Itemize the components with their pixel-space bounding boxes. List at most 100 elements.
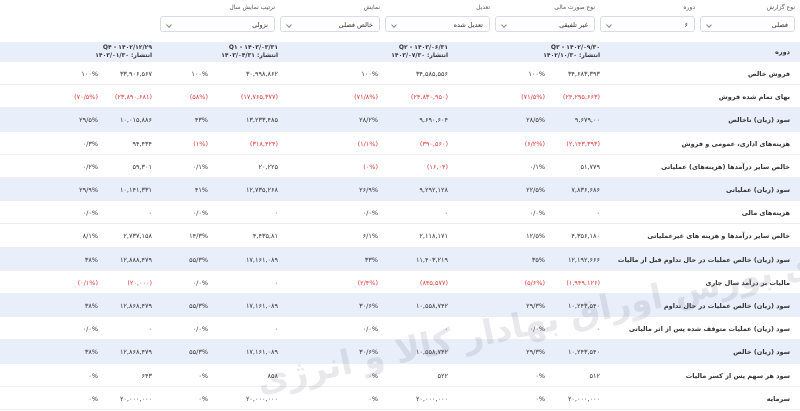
cell-value: ۲۰,۰۰۰,۰۰۰: [415, 394, 448, 403]
cell-value: (۱,۹۴۹,۱۲۶): [566, 278, 600, 287]
cell-percent: ۰%: [535, 371, 545, 380]
table-row: سود (زیان) خالص ۱۰,۲۴۳,۵۴۰ ۲۹/۳% ۱۰,۵۵۸,۷۴۲…: [0, 340, 800, 364]
cell-percent: (۵۸%): [189, 93, 208, 102]
cell-value: ۹,۲۹۲,۱۲۸: [419, 186, 448, 194]
filter-select[interactable]: ۶: [600, 16, 695, 32]
cell-value: ۱۰,۲۴۳,۵۴۰: [567, 302, 600, 310]
row-label: خالص سایر درآمدها (هزینه‌های) عملیاتی: [661, 162, 790, 171]
cell-percent: ۳۳%: [364, 255, 378, 264]
cell-percent: ۰/۰%: [192, 209, 208, 218]
cell-percent: ۰%: [88, 394, 98, 403]
table-row: سود (زیان) عملیات متوقف شده پس از اثر ما…: [0, 317, 800, 341]
cell-value: ۰: [596, 209, 601, 218]
filter-label: نوع صورت مالی: [554, 4, 595, 11]
cell-percent: (۰/۱%): [77, 278, 98, 287]
cell-percent: ۳۸%: [84, 302, 98, 310]
cell-value: (۲۰,۰۰۰): [127, 278, 152, 287]
cell-percent: ۳۸%: [84, 255, 98, 264]
cell-percent: ۰%: [198, 394, 208, 403]
cell-percent: ۰/۰%: [192, 278, 208, 287]
cell-percent: ۲۹/۳%: [526, 348, 545, 357]
cell-percent: ۵۵/۳%: [189, 302, 208, 310]
cell-value: ۲,۷۳۷,۱۵۸: [123, 232, 152, 241]
cell-percent: ۰/۰%: [362, 325, 378, 334]
row-label: بهای تمام شده فروش: [718, 93, 790, 102]
cell-percent: (۱/۱%): [357, 139, 378, 148]
cell-percent: ۸/۱%: [82, 232, 98, 241]
cell-value: (۲۴,۲۹۵,۶۶۳): [562, 93, 600, 102]
cell-value: (۳۹۰,۵۶۰): [419, 139, 448, 148]
cell-percent: (۷۱/۸%): [354, 93, 378, 102]
table-row: هزینه‌های مالی ۰ ۰/۰% ۰ ۰/۰% ۰ ۰/۰% ۰ ۰/۰%: [0, 201, 800, 225]
table-row: سرمایه ۲۰,۰۰۰,۰۰۰ ۰% ۲۰,۰۰۰,۰۰۰ ۰% ۲۰,۰۰۰,۰۰۰…: [0, 387, 800, 410]
table-row: خالص سایر درآمدها و هزینه های غیرعملیاتی…: [0, 224, 800, 248]
cell-percent: ۵۵/۳%: [189, 255, 208, 264]
table-row: فروش خالص ۳۴,۶۸۳,۳۹۳ ۱۰۰% ۳۴,۵۸۵,۵۵۶ ۱۰۰% ۳۰,…: [0, 62, 800, 86]
filter-label: ترتیب نمایش سال: [229, 4, 275, 11]
filter-select[interactable]: فصلی: [700, 16, 795, 32]
cell-value: ۰: [274, 325, 279, 334]
row-label: هزینه‌های مالی: [741, 209, 790, 218]
filter-select[interactable]: خالص فصلی: [280, 16, 380, 32]
cell-percent: ۲۹/۹%: [79, 186, 98, 194]
cell-percent: ۳۰/۶%: [359, 348, 378, 357]
column-published: انتشار: ۱۴۰۳/۰۷/۳۰: [391, 52, 448, 59]
cell-value: (۳۱۸,۴۲۴): [249, 139, 278, 148]
cell-value: ۳۴,۵۸۵,۵۵۶: [415, 70, 448, 78]
cell-value: ۱۰,۲۴۳,۵۴۰: [567, 348, 600, 357]
cell-value: ۵۲۲: [437, 371, 448, 380]
cell-percent: ۱۴/۳%: [189, 232, 208, 241]
column-period: Q۱ - ۱۴۰۳/۰۳/۳۱: [228, 44, 278, 51]
cell-value: ۱۲,۸۶۸,۴۷۹: [119, 348, 152, 357]
row-label: خالص سایر درآمدها و هزینه های غیرعملیاتی: [647, 232, 790, 241]
cell-percent: ۰%: [368, 394, 378, 403]
cell-value: ۱۷,۱۶۱,۰۸۹: [245, 255, 278, 264]
cell-value: ۱۰,۰۱۵,۸۸۶: [119, 116, 152, 125]
filter-select[interactable]: غیر تلفیقی: [495, 16, 595, 32]
table-row: سود (زیان) عملیاتی ۷,۸۳۶,۶۸۶ ۲۲/۵% ۹,۲۹۲,۱۲…: [0, 178, 800, 202]
cell-percent: (۲/۴%): [357, 278, 378, 287]
cell-percent: ۰/۰%: [82, 325, 98, 334]
cell-value: ۱۲,۸۶۸,۴۷۹: [119, 302, 152, 310]
cell-percent: ۶/۱%: [362, 232, 378, 241]
cell-percent: ۲۸/۲%: [359, 116, 378, 125]
cell-value: ۱۰,۱۴۱,۳۳۱: [119, 186, 152, 194]
cell-value: ۱۲,۱۹۲,۶۶۶: [567, 255, 600, 264]
cell-value: ۰: [148, 209, 153, 218]
cell-value: ۳۰,۹۹۸,۸۶۲: [245, 70, 278, 78]
filter-select[interactable]: تعدیل شده: [385, 16, 490, 32]
cell-percent: ۲۲/۵%: [526, 186, 545, 194]
cell-value: ۲۰,۰۰۰,۰۰۰: [567, 394, 600, 403]
row-label: سود هر سهم پس از کسر مالیات: [685, 371, 790, 380]
cell-value: ۱۳,۲۳۳,۴۸۵: [245, 116, 278, 125]
filter-select[interactable]: نزولی: [160, 16, 275, 32]
table-header: دوره Q۳ - ۱۴۰۲/۰۹/۳۰ انتشار: ۱۴۰۲/۱۰/۳۰ Q۲ …: [0, 42, 800, 62]
row-label: سرمایه: [766, 394, 790, 403]
cell-percent: (۰%): [363, 162, 378, 171]
table-row: سود (زیان) ناخالص ۹,۶۷۹,۰۰ ۲۸/۵% ۹,۶۹۰,۶۰۴ ۲…: [0, 108, 800, 132]
table-row: مالیات بر درآمد سال جاری (۱,۹۴۹,۱۲۶) (۵/۶%…: [0, 271, 800, 294]
cell-value: ۲,۱۱۸,۱۷۱: [419, 232, 448, 241]
filter-label: نوع گزارش: [766, 4, 795, 11]
cell-value: ۱۰,۵۵۸,۷۴۲: [415, 302, 448, 310]
cell-value: ۵۹,۳۰۱: [132, 162, 152, 171]
table-row: بهای تمام شده فروش (۲۴,۲۹۵,۶۶۳) (۷۱/۵%) (۲۴…: [0, 85, 800, 109]
filter-label: نمایش: [363, 4, 380, 11]
row-label: مالیات بر درآمد سال جاری: [705, 278, 790, 287]
cell-percent: ۰/۰%: [82, 209, 98, 218]
row-label: سود (زیان) عملیات متوقف شده پس از اثر ما…: [628, 325, 790, 334]
row-label: سود (زیان) خالص: [733, 348, 790, 357]
cell-value: ۲۰,۰۰۰,۰۰۰: [245, 394, 278, 403]
cell-percent: (۵/۶%): [524, 278, 545, 287]
cell-value: ۵۱,۷۷۹: [580, 162, 600, 171]
cell-percent: ۳۵%: [531, 255, 545, 264]
row-label: سود (زیان) ناخالص: [728, 116, 790, 125]
cell-value: ۸۵۸: [267, 371, 278, 380]
cell-value: ۰: [444, 209, 449, 218]
cell-percent: ۴۱%: [194, 186, 208, 194]
cell-percent: (۷۱/۵%): [521, 93, 545, 102]
cell-value: ۴,۳۵۶,۱۸۰: [571, 232, 600, 241]
filter-label: تعدیل: [476, 4, 490, 11]
cell-percent: ۰%: [368, 371, 378, 380]
cell-value: ۹,۶۷۹,۰۰: [574, 116, 600, 125]
